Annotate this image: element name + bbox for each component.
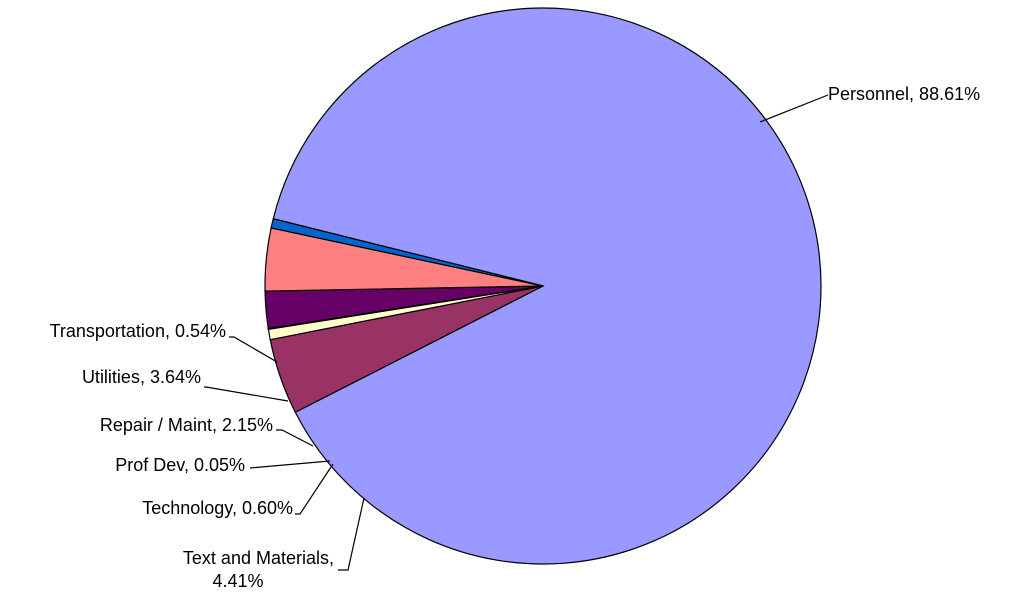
leader-lines	[204, 94, 829, 571]
leader-line-prof-dev	[249, 460, 331, 469]
pie-slice-personnel	[272, 7, 822, 565]
pie-slice-transportation	[270, 218, 544, 287]
pie-slices	[264, 7, 822, 565]
slice-labels: Personnel, 88.61% Text and Materials, 4.41…	[50, 84, 981, 591]
slice-label-prof-dev: Prof Dev, 0.05%	[115, 455, 245, 475]
leader-line-utilities	[204, 386, 289, 402]
leader-line-text-and-materials	[338, 497, 365, 571]
leader-line-technology	[295, 463, 334, 515]
slice-label-text-and-materials-line1: Text and Materials,	[183, 548, 334, 568]
slice-label-utilities: Utilities, 3.64%	[82, 367, 201, 387]
leader-line-repair-maint	[276, 429, 314, 447]
slice-label-personnel: Personnel, 88.61%	[828, 84, 980, 104]
slice-label-technology: Technology, 0.60%	[142, 498, 293, 518]
leader-line-personnel	[759, 94, 829, 123]
slice-label-transportation: Transportation, 0.54%	[50, 321, 226, 341]
slice-label-text-and-materials-line2: 4.41%	[212, 571, 263, 591]
leader-line-transportation	[229, 336, 278, 363]
slice-label-repair-maint: Repair / Maint, 2.15%	[100, 415, 273, 435]
